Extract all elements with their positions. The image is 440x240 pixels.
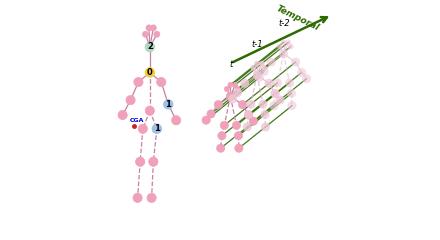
Circle shape [145, 68, 154, 77]
Circle shape [136, 157, 145, 166]
Circle shape [302, 75, 311, 83]
Circle shape [259, 61, 264, 66]
Circle shape [243, 123, 251, 131]
Circle shape [164, 100, 173, 109]
Circle shape [234, 132, 242, 140]
Text: 1: 1 [165, 100, 171, 109]
Circle shape [133, 193, 142, 203]
Circle shape [259, 100, 267, 108]
Circle shape [207, 110, 215, 118]
Circle shape [224, 86, 229, 91]
Circle shape [147, 193, 156, 203]
Circle shape [254, 61, 260, 66]
Circle shape [249, 117, 257, 125]
Circle shape [277, 44, 282, 49]
Circle shape [226, 92, 235, 100]
Circle shape [134, 78, 143, 87]
Circle shape [260, 67, 268, 76]
Circle shape [273, 79, 282, 87]
Text: 0: 0 [147, 68, 153, 77]
Circle shape [145, 106, 154, 115]
Circle shape [216, 144, 225, 152]
Circle shape [253, 71, 261, 79]
Circle shape [150, 25, 156, 31]
Circle shape [157, 78, 166, 87]
Text: t-2: t-2 [279, 19, 290, 28]
Circle shape [288, 102, 296, 110]
Circle shape [202, 116, 210, 124]
Circle shape [261, 110, 269, 119]
Text: Temporal: Temporal [274, 4, 320, 33]
Circle shape [138, 124, 147, 133]
Circle shape [214, 100, 223, 109]
Circle shape [270, 102, 278, 110]
Circle shape [233, 89, 242, 97]
Circle shape [286, 40, 291, 45]
Circle shape [218, 132, 226, 140]
Circle shape [232, 121, 241, 130]
Circle shape [247, 100, 255, 108]
Circle shape [228, 82, 233, 87]
Text: t: t [229, 60, 233, 69]
Circle shape [262, 65, 267, 70]
Circle shape [172, 116, 181, 125]
Circle shape [228, 95, 237, 103]
Circle shape [291, 58, 300, 66]
Text: t-1: t-1 [252, 40, 264, 49]
Circle shape [241, 79, 249, 87]
Circle shape [244, 110, 253, 119]
Circle shape [255, 73, 264, 82]
Circle shape [154, 31, 160, 37]
Text: 1: 1 [154, 124, 160, 133]
Circle shape [287, 89, 296, 97]
Circle shape [233, 82, 238, 87]
Circle shape [279, 50, 288, 58]
Circle shape [118, 110, 127, 120]
Circle shape [220, 121, 228, 130]
Circle shape [152, 124, 161, 133]
Circle shape [126, 96, 135, 105]
Circle shape [244, 111, 253, 119]
Circle shape [143, 31, 148, 37]
Circle shape [251, 65, 256, 70]
Circle shape [238, 100, 247, 109]
Circle shape [145, 42, 154, 52]
Circle shape [267, 58, 275, 66]
Circle shape [146, 25, 152, 31]
Circle shape [271, 90, 279, 98]
Text: 2: 2 [147, 42, 153, 52]
Circle shape [235, 86, 240, 91]
Circle shape [297, 68, 306, 77]
Text: CGA: CGA [129, 118, 144, 123]
Circle shape [286, 79, 294, 87]
Circle shape [149, 157, 158, 166]
Circle shape [235, 144, 243, 152]
Circle shape [261, 123, 270, 131]
Circle shape [265, 79, 273, 87]
Circle shape [288, 44, 293, 49]
Circle shape [281, 40, 286, 45]
Circle shape [271, 89, 279, 97]
Circle shape [276, 96, 284, 104]
